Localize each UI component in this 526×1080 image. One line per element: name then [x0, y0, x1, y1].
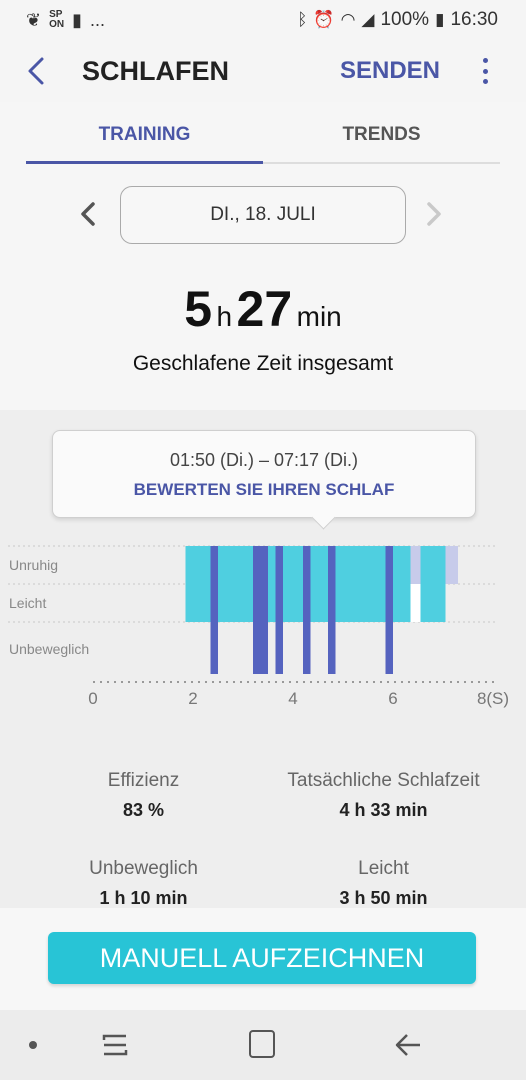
- sleep-segment: [303, 546, 311, 674]
- send-button[interactable]: SENDEN: [339, 57, 440, 84]
- signal-icon: ◢: [361, 10, 375, 29]
- x-tick-label: 4: [288, 689, 297, 708]
- stat-value: 4 h 33 min: [339, 800, 428, 820]
- stat-label: Tatsächliche Schlafzeit: [287, 770, 480, 791]
- sleep-segment: [275, 546, 283, 674]
- wifi-icon: ◠: [340, 10, 356, 29]
- y-category-label: Unbeweglich: [9, 641, 89, 657]
- x-tick-label: 2: [188, 689, 197, 708]
- stat-light: Leicht 3 h 50 min: [252, 858, 515, 909]
- tab-trends[interactable]: TRENDS: [342, 124, 421, 145]
- status-left: ❦ SP ON ▮ ...: [26, 10, 105, 31]
- system-nav-bar: [0, 1010, 526, 1080]
- stat-value: 3 h 50 min: [339, 888, 428, 908]
- sleep-tooltip: 01:50 (Di.) – 07:17 (Di.) BEWERTEN SIE I…: [52, 430, 476, 518]
- status-bar: ❦ SP ON ▮ ... ᛒ ⏰ ◠ ◢ 100% ▮ 16:30: [0, 0, 526, 40]
- stat-label: Effizienz: [107, 770, 180, 791]
- back-button[interactable]: [26, 54, 56, 88]
- record-manually-button[interactable]: MANUELL AUFZEICHNEN: [48, 932, 476, 984]
- clock: 16:30: [450, 9, 498, 30]
- stat-value: 1 h 10 min: [99, 888, 188, 908]
- total-sleep-label: Geschlafene Zeit insgesamt: [132, 352, 394, 375]
- sleep-segment: [445, 546, 458, 584]
- hours-unit: h: [216, 301, 233, 332]
- bluetooth-icon: ᛒ: [297, 10, 308, 29]
- spon-icon: SP ON: [49, 10, 64, 30]
- sleep-segment: [410, 546, 421, 584]
- stat-actual-sleep: Tatsächliche Schlafzeit 4 h 33 min: [252, 770, 515, 821]
- home-icon[interactable]: [249, 1030, 275, 1058]
- alarm-icon: ⏰: [313, 10, 335, 29]
- sleep-segment: [253, 546, 268, 674]
- tab-training[interactable]: TRAINING: [26, 112, 263, 164]
- date-display[interactable]: DI., 18. JULI: [120, 186, 406, 244]
- status-right: ᛒ ⏰ ◠ ◢ 100% ▮ 16:30: [297, 9, 498, 31]
- chevron-right-icon: [427, 202, 441, 226]
- date-selector: DI., 18. JULI: [0, 186, 526, 246]
- back-arrow-icon: [28, 57, 44, 85]
- battery-icon: ▮: [435, 10, 445, 29]
- stat-value: 83 %: [122, 800, 165, 820]
- chevron-left-icon: [81, 202, 95, 226]
- stat-efficiency: Effizienz 83 %: [12, 770, 275, 821]
- sleep-gap: [410, 584, 421, 622]
- sleep-time-range: 01:50 (Di.) – 07:17 (Di.): [169, 450, 359, 470]
- s-icon: ▮: [72, 10, 82, 30]
- sleep-stage-chart: Unruhig Leicht Unbeweglich 0 2 4 6 8(S): [8, 545, 509, 708]
- minutes-unit: min: [296, 301, 342, 332]
- spon-line1: SP: [49, 9, 63, 20]
- stat-motionless: Unbeweglich 1 h 10 min: [12, 858, 275, 909]
- rate-sleep-link[interactable]: BEWERTEN SIE IHREN SCHLAF: [133, 480, 395, 499]
- x-tick-label: 6: [388, 689, 397, 708]
- sleep-segment: [420, 546, 446, 622]
- spon-line2: ON: [49, 19, 65, 30]
- nav-dot-icon[interactable]: [29, 1041, 37, 1049]
- y-category-label: Unruhig: [9, 557, 58, 573]
- sleep-segment: [385, 546, 393, 674]
- total-minutes: 27: [236, 281, 293, 337]
- next-day-button[interactable]: [424, 196, 444, 241]
- back-icon[interactable]: [393, 1030, 423, 1060]
- x-tick-label-last: 8(S): [477, 689, 509, 708]
- sleep-segment: [210, 546, 218, 674]
- sleep-segment: [328, 546, 336, 674]
- y-category-label: Leicht: [9, 595, 46, 611]
- app-bar: SCHLAFEN SENDEN: [0, 40, 526, 102]
- previous-day-button[interactable]: [78, 196, 98, 241]
- battery-percent: 100%: [380, 9, 430, 30]
- page-title: SCHLAFEN: [82, 56, 229, 86]
- leaf-icon: ❦: [26, 10, 42, 30]
- total-sleep-time: 5 h 27 min: [0, 280, 526, 338]
- x-tick-label: 0: [88, 689, 97, 708]
- total-hours: 5: [184, 281, 213, 337]
- tab-bar: TRAINING TRENDS: [26, 112, 500, 164]
- recent-apps-icon[interactable]: [100, 1032, 130, 1058]
- more-notifications-icon: ...: [90, 9, 106, 30]
- stat-label: Unbeweglich: [89, 858, 198, 879]
- more-options-icon[interactable]: [480, 58, 490, 84]
- stat-label: Leicht: [358, 858, 409, 879]
